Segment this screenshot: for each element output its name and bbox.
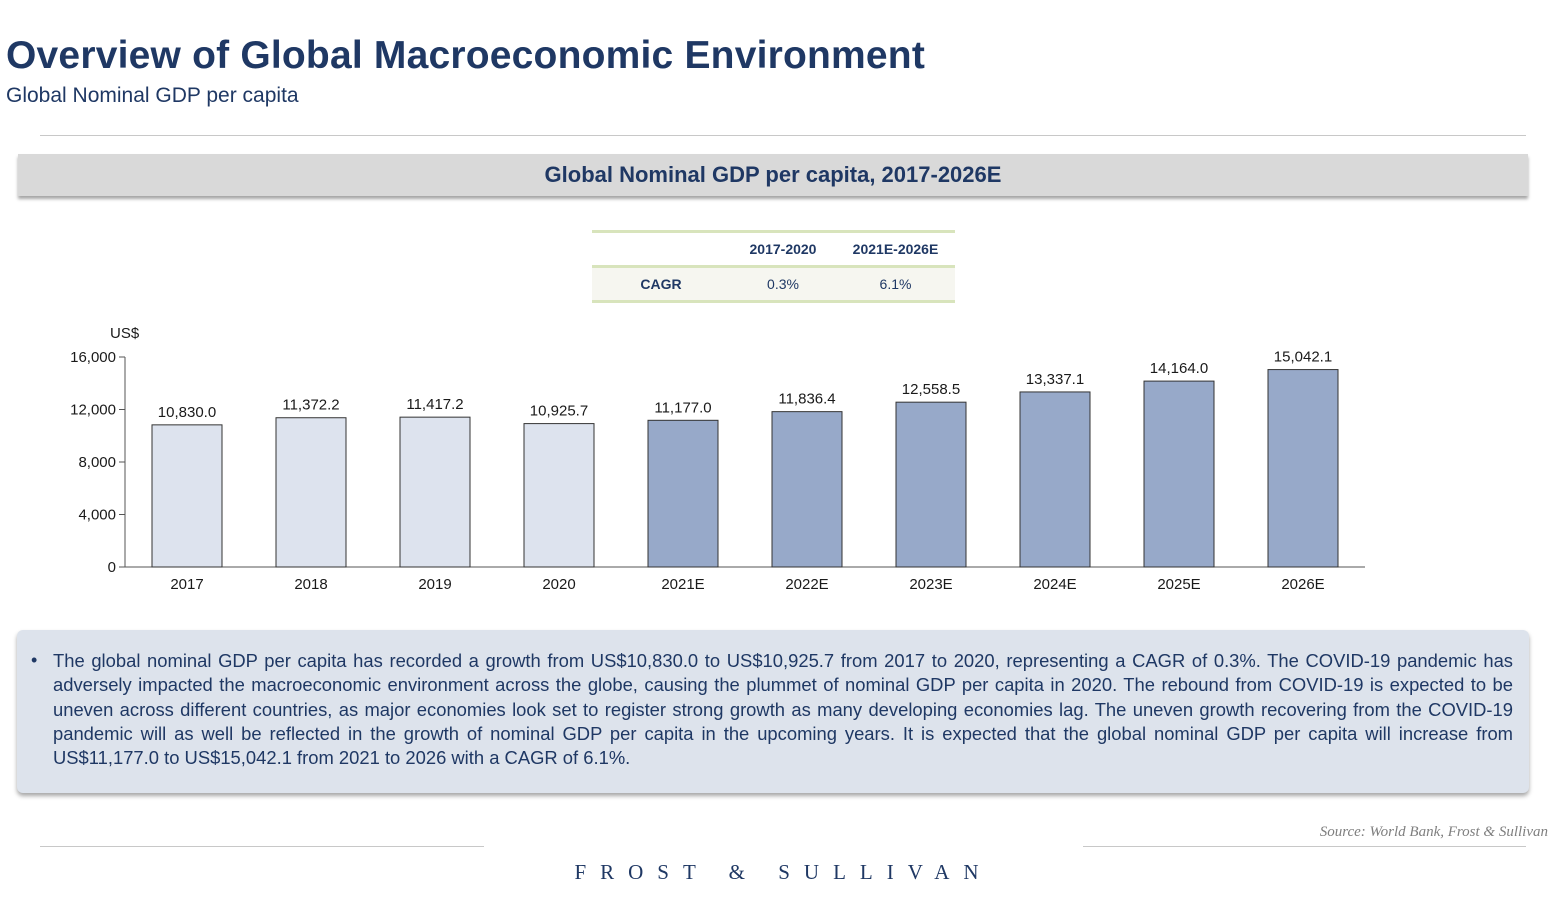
cagr-table-col-2021e-2026e: 2021E-2026E <box>852 241 939 257</box>
bar <box>275 417 347 568</box>
y-tick-label: 8,000 <box>78 454 116 471</box>
chart-title: Global Nominal GDP per capita, 2017-2026… <box>544 162 1002 187</box>
x-tick-label: 2017 <box>170 576 203 593</box>
footer-divider-left <box>40 846 484 847</box>
cagr-value-2021e-2026e: 6.1% <box>879 276 912 292</box>
bar <box>1267 369 1339 568</box>
summary-bullet: • <box>31 650 38 670</box>
bar-value-label: 10,925.7 <box>530 403 588 420</box>
summary-box: • The global nominal GDP per capita has … <box>17 630 1529 793</box>
footer-divider-right <box>1083 846 1526 847</box>
bar <box>647 419 719 568</box>
y-tick-label: 0 <box>108 559 116 576</box>
source-note: Source: World Bank, Frost & Sullivan <box>1319 824 1548 840</box>
y-axis-label: US$ <box>110 325 140 342</box>
cagr-value-2017-2020: 0.3% <box>767 276 799 292</box>
bar <box>771 411 843 568</box>
header-divider <box>40 135 1526 136</box>
bar <box>151 424 223 568</box>
cagr-table-header-row: 2017-2020 2021E-2026E <box>592 231 955 267</box>
x-tick-label: 2019 <box>418 576 451 593</box>
cagr-table-corner <box>592 232 730 267</box>
x-tick-label: 2024E <box>1033 576 1076 593</box>
bar-value-label: 10,830.0 <box>158 404 216 421</box>
x-tick-label: 2026E <box>1281 576 1324 593</box>
cagr-table-col-2017-2020: 2017-2020 <box>749 241 817 257</box>
y-tick-label: 4,000 <box>78 507 116 524</box>
summary-text: The global nominal GDP per capita has re… <box>53 650 1513 769</box>
bar-chart: US$ 0 4,000 8,000 12,000 16,000 10,830.0 2017 11… <box>70 325 1365 593</box>
bar-value-label: 11,177.0 <box>654 399 711 416</box>
bar-value-label: 11,372.2 <box>282 397 339 414</box>
y-tick-label: 12,000 <box>70 402 116 419</box>
cagr-table: 2017-2020 2021E-2026E CAGR 0.3% 6.1% <box>592 230 955 303</box>
bar <box>1019 391 1091 568</box>
bar-value-label: 15,042.1 <box>1274 349 1332 366</box>
x-tick-label: 2020 <box>542 576 575 593</box>
x-tick-label: 2021E <box>661 576 704 593</box>
bar-value-label: 11,417.2 <box>406 396 463 413</box>
bar-value-label: 14,164.0 <box>1150 360 1208 377</box>
frost-sullivan-logo: FROST & SULLIVAN <box>574 860 993 884</box>
bar-value-label: 11,836.4 <box>778 391 835 408</box>
chart-title-banner: Global Nominal GDP per capita, 2017-2026… <box>18 154 1528 196</box>
bar <box>1143 380 1215 568</box>
cagr-row-label: CAGR <box>640 276 682 292</box>
x-tick-label: 2022E <box>785 576 828 593</box>
x-tick-label: 2023E <box>909 576 952 593</box>
y-tick-label: 16,000 <box>70 349 116 366</box>
x-tick-label: 2018 <box>294 576 327 593</box>
cagr-table-row: CAGR 0.3% 6.1% <box>592 266 955 302</box>
bar-value-label: 13,337.1 <box>1026 371 1084 388</box>
page-subtitle: Global Nominal GDP per capita <box>6 84 299 107</box>
bar <box>399 416 471 568</box>
bar <box>895 401 967 568</box>
bar-value-label: 12,558.5 <box>902 381 960 398</box>
page-title: Overview of Global Macroeconomic Environ… <box>6 34 926 77</box>
x-tick-label: 2025E <box>1157 576 1200 593</box>
bar <box>523 423 595 568</box>
